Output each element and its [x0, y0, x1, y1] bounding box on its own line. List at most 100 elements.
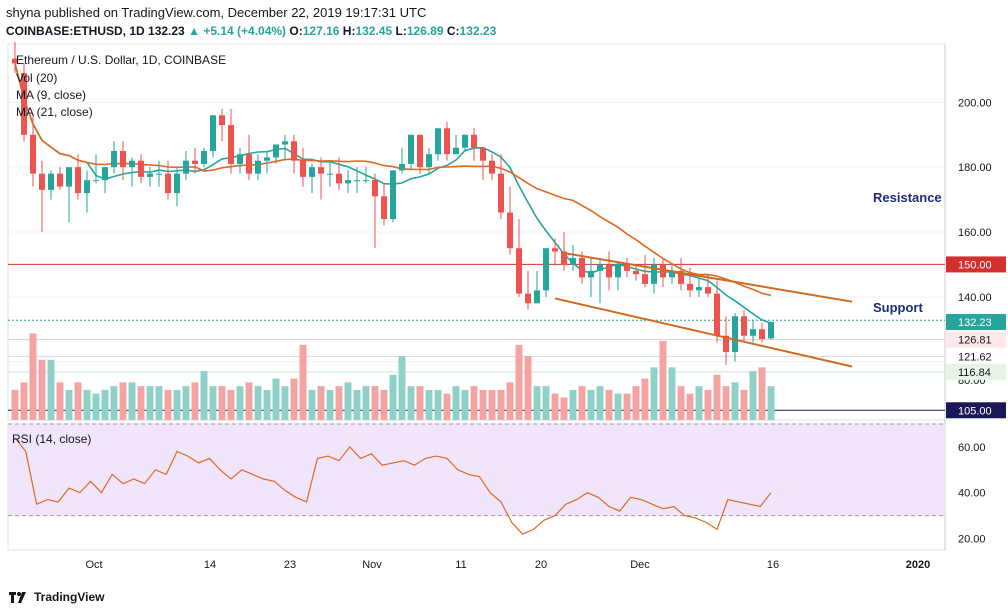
price-tick-label: 140.00 — [958, 292, 992, 304]
candle-body — [489, 160, 495, 174]
price-label-text: 116.84 — [958, 367, 991, 379]
volume-bar — [722, 386, 730, 420]
volume-bar — [209, 386, 217, 420]
tradingview-logo-icon — [9, 592, 26, 603]
candle-body — [408, 134, 414, 164]
x-tick-label: Oct — [85, 559, 102, 571]
candle-body — [525, 293, 531, 304]
publisher-line: shyna published on TradingView.com, Dece… — [6, 5, 427, 20]
x-tick-label: 23 — [284, 559, 296, 571]
candle-body — [624, 264, 630, 271]
volume-bar — [119, 382, 127, 420]
volume-bar — [11, 389, 19, 420]
volume-bar — [632, 386, 640, 420]
candle-body — [579, 257, 585, 278]
volume-bar — [461, 389, 469, 420]
candle-body — [102, 167, 108, 181]
rsi-tick-label: 40.00 — [958, 488, 986, 500]
candle-body — [534, 290, 540, 304]
volume-bar — [308, 389, 316, 420]
volume-bar — [731, 382, 739, 420]
volume-bar — [605, 389, 613, 420]
candle-body — [633, 270, 639, 275]
chart-header: shyna published on TradingView.com, Dece… — [6, 4, 1006, 40]
price-label-text: 132.23 — [958, 317, 992, 329]
volume-bar — [623, 393, 631, 420]
volume-bar — [569, 389, 577, 420]
volume-bar — [83, 389, 91, 420]
volume-bar — [353, 389, 361, 420]
candle-body — [219, 115, 225, 126]
price-tick-label: 180.00 — [958, 162, 992, 174]
volume-bar — [128, 382, 136, 420]
up-arrow-icon: ▲ — [188, 24, 200, 38]
candle-body — [723, 335, 729, 352]
volume-bar — [218, 386, 226, 420]
legend-ma9: MA (9, close) — [16, 88, 86, 102]
candle-body — [705, 287, 711, 294]
volume-bar — [137, 386, 145, 420]
high-value: 132.45 — [355, 24, 393, 38]
low-value: 126.89 — [406, 24, 444, 38]
volume-bar — [371, 386, 379, 420]
tradingview-footer[interactable]: TradingView — [8, 590, 104, 604]
volume-bar — [380, 389, 388, 420]
support-label: Support — [873, 300, 923, 315]
candle-body — [93, 180, 99, 182]
candle-body — [516, 248, 522, 294]
volume-bar — [227, 389, 235, 420]
volume-bar — [542, 386, 550, 420]
legend-ma21: MA (21, close) — [16, 105, 93, 119]
x-tick-label: 14 — [204, 559, 216, 571]
close-value: 132.23 — [459, 24, 497, 38]
volume-bar — [713, 374, 721, 420]
x-tick-label: 16 — [767, 559, 779, 571]
candle-body — [48, 173, 54, 190]
volume-bar — [326, 389, 334, 420]
candle-body — [462, 134, 468, 148]
candle-body — [651, 264, 657, 284]
volume-bar — [470, 386, 478, 420]
candle-body — [39, 173, 45, 190]
volume-bar — [425, 389, 433, 420]
volume-bar — [443, 393, 451, 420]
candle-body — [687, 283, 693, 291]
volume-bar — [299, 344, 307, 420]
candle-body — [381, 196, 387, 220]
price-label-text: 105.00 — [958, 405, 992, 417]
candle-body — [174, 173, 180, 194]
price-tick-label: 160.00 — [958, 227, 992, 239]
volume-bar — [668, 367, 676, 420]
volume-bar — [416, 386, 424, 420]
candle-body — [12, 58, 18, 64]
candle-body — [588, 270, 594, 278]
price-label-text: 126.81 — [958, 335, 992, 347]
volume-bar — [65, 389, 73, 420]
candle-body — [300, 160, 306, 177]
resistance-label: Resistance — [873, 190, 942, 205]
volume-bar — [479, 389, 487, 420]
candle-body — [597, 264, 603, 271]
volume-bar — [101, 389, 109, 420]
volume-bar — [677, 386, 685, 420]
candle-body — [273, 144, 279, 158]
volume-bar — [317, 386, 325, 420]
candle-body — [696, 287, 702, 291]
candle-body — [570, 257, 576, 265]
candle-body — [291, 141, 297, 161]
candle-body — [417, 134, 423, 168]
x-tick-label: 2020 — [906, 559, 930, 571]
candle-body — [84, 180, 90, 194]
volume-bar — [659, 341, 667, 420]
candle-body — [642, 274, 648, 284]
candle-body — [237, 154, 243, 164]
volume-bar — [272, 378, 280, 420]
candle-body — [165, 173, 171, 194]
volume-bar — [641, 378, 649, 420]
candle-body — [183, 160, 189, 174]
volume-bar — [497, 389, 505, 420]
x-tick-label: Dec — [630, 559, 650, 571]
rsi-legend: RSI (14, close) — [12, 432, 91, 446]
candle-body — [309, 167, 315, 177]
